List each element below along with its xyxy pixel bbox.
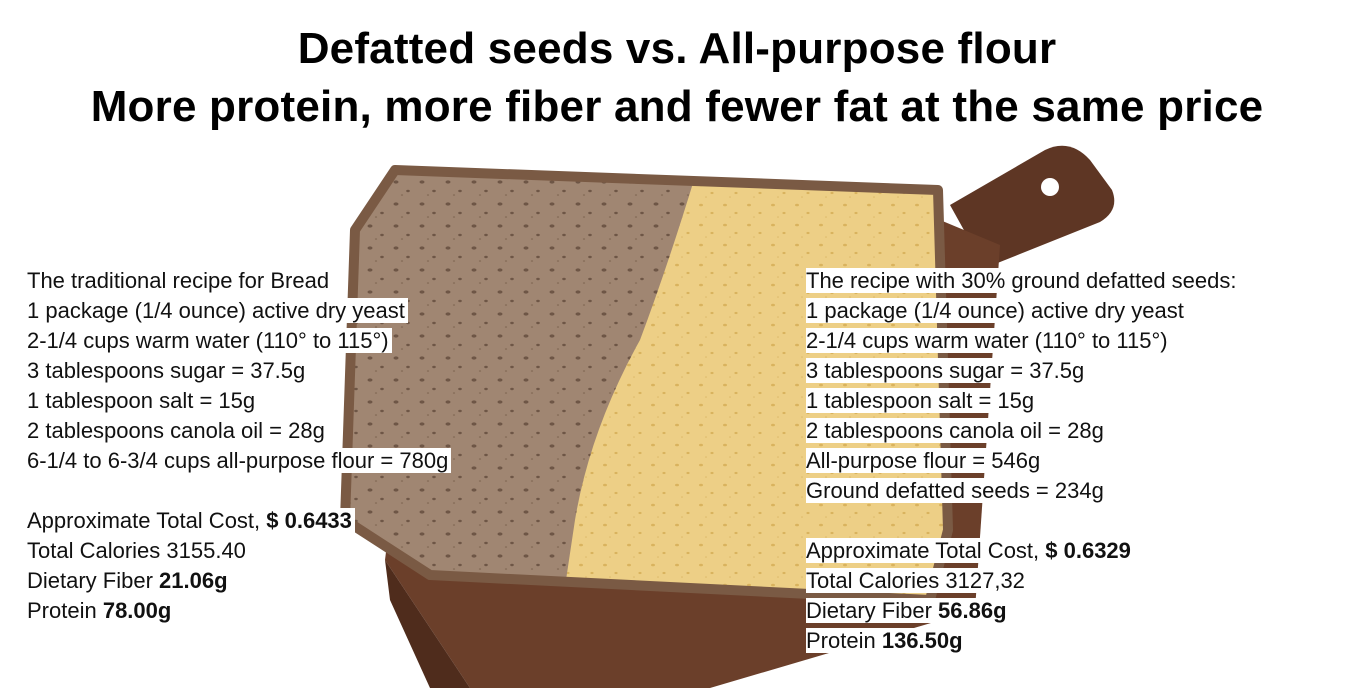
ingredient: All-purpose flour = 546g [806,448,1044,473]
recipe-heading: The traditional recipe for Bread [27,268,333,293]
ingredient: 2 tablespoons canola oil = 28g [27,418,328,443]
cost-label: Approximate Total Cost, [27,508,267,533]
cost-label: Approximate Total Cost, [806,538,1046,563]
defatted-seeds-recipe: The recipe with 30% ground defatted seed… [806,266,1240,656]
title-line-1: Defatted seeds vs. All-purpose flour [297,24,1057,73]
ingredient: 2-1/4 cups warm water (110° to 115°) [806,328,1171,353]
total-calories: Total Calories 3155.40 [27,538,249,563]
ingredient: 6-1/4 to 6-3/4 cups all-purpose flour = … [27,448,452,473]
title-line-2: More protein, more fiber and fewer fat a… [90,82,1264,131]
ingredient: 3 tablespoons sugar = 37.5g [806,358,1088,383]
bread-slice [345,170,948,600]
protein-value: 78.00g [102,598,172,623]
total-cost: Approximate Total Cost, $ 0.6329 [806,538,1134,563]
dietary-fiber: Dietary Fiber 21.06g [27,568,231,593]
bread-crust [340,165,953,605]
ingredient: 2 tablespoons canola oil = 28g [806,418,1107,443]
ingredient: 1 package (1/4 ounce) active dry yeast [806,298,1187,323]
protein: Protein 78.00g [27,598,175,623]
ingredient: 1 tablespoon salt = 15g [806,388,1038,413]
fiber-value: 56.86g [938,598,1007,623]
cost-value: $ 0.6433 [266,508,352,533]
fiber-label: Dietary Fiber [806,598,939,623]
dietary-fiber: Dietary Fiber 56.86g [806,598,1010,623]
ingredient: 2-1/4 cups warm water (110° to 115°) [27,328,392,353]
protein-label: Protein [27,598,103,623]
cost-value: $ 0.6329 [1045,538,1131,563]
ingredient: 1 tablespoon salt = 15g [27,388,259,413]
traditional-recipe: The traditional recipe for Bread 1 packa… [27,266,452,626]
protein: Protein 136.50g [806,628,966,653]
ingredient: 3 tablespoons sugar = 37.5g [27,358,309,383]
total-calories: Total Calories 3127,32 [806,568,1028,593]
protein-value: 136.50g [881,628,963,653]
fiber-label: Dietary Fiber [27,568,160,593]
recipe-heading: The recipe with 30% ground defatted seed… [806,268,1240,293]
ingredient: Ground defatted seeds = 234g [806,478,1107,503]
fiber-value: 21.06g [159,568,228,593]
board-hole [1041,178,1059,196]
ingredient: 1 package (1/4 ounce) active dry yeast [27,298,408,323]
protein-label: Protein [806,628,882,653]
total-cost: Approximate Total Cost, $ 0.6433 [27,508,355,533]
